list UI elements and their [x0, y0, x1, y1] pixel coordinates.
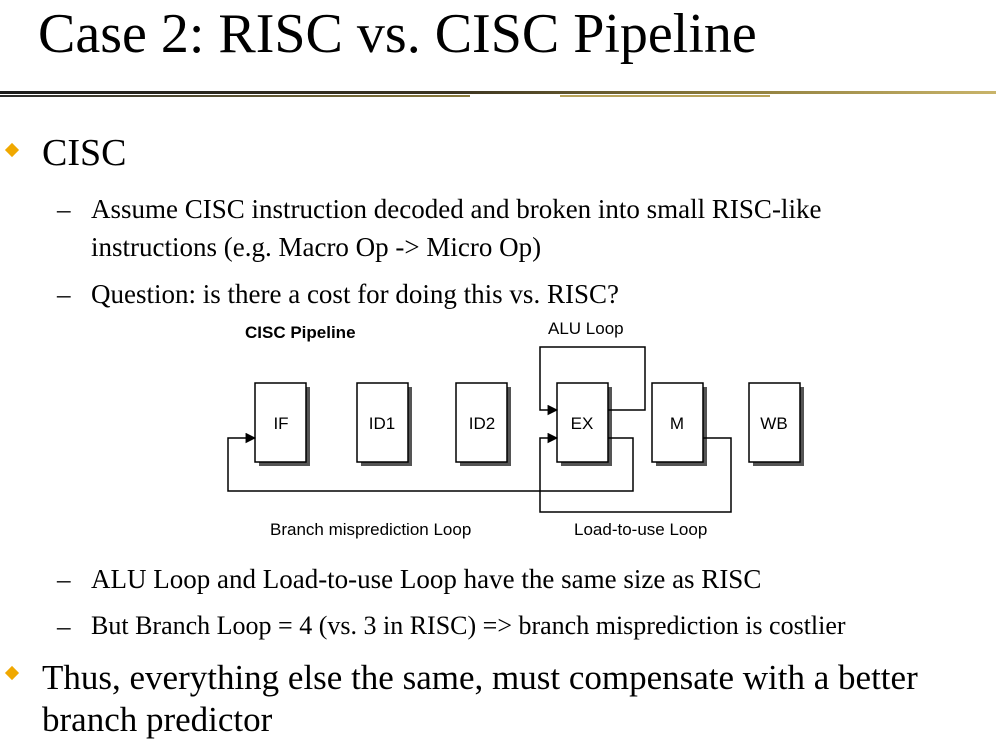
stage-label: EX [571, 414, 594, 433]
dash-marker: – [57, 194, 71, 224]
stage-if: IF [254, 382, 310, 466]
sub-bullet-line: instructions (e.g. Macro Op -> Micro Op) [91, 232, 542, 262]
stage-label: WB [760, 414, 787, 433]
sub-bullet-line: But Branch Loop = 4 (vs. 3 in RISC) => b… [91, 611, 846, 640]
alu-loop-label: ALU Loop [548, 319, 624, 338]
alu-loop-arrow [539, 346, 646, 416]
stage-label: M [670, 414, 684, 433]
title-rule-accent [0, 95, 470, 97]
conclusion-line: Thus, everything else the same, must com… [42, 658, 918, 697]
sub-bullet-line: Question: is there a cost for doing this… [91, 279, 619, 309]
stage-label: IF [273, 414, 288, 433]
branch-loop-arrow [227, 432, 634, 492]
load-loop-label: Load-to-use Loop [574, 520, 707, 539]
bullet-cisc: CISC [42, 132, 127, 174]
title-rule [0, 91, 996, 94]
load-loop-arrow [539, 432, 732, 513]
stage-id1: ID1 [356, 382, 412, 466]
stage-label: ID1 [369, 414, 395, 433]
conclusion-line: branch predictor [42, 700, 273, 739]
dash-marker: – [57, 611, 71, 641]
stage-label: ID2 [469, 414, 495, 433]
sub-bullet-line: ALU Loop and Load-to-use Loop have the s… [91, 564, 762, 594]
branch-loop-label: Branch misprediction Loop [270, 520, 471, 539]
dash-marker: – [57, 564, 71, 594]
slide-title: Case 2: RISC vs. CISC Pipeline [38, 3, 757, 65]
sub-bullet-line: Assume CISC instruction decoded and brok… [91, 194, 822, 224]
stage-id2: ID2 [455, 382, 511, 466]
title-rule-accent-right [560, 95, 770, 97]
dash-marker: – [57, 279, 71, 309]
stage-ex: EX [556, 382, 612, 466]
stage-m: M [651, 382, 707, 466]
stage-wb: WB [748, 382, 804, 466]
diagram-title: CISC Pipeline [245, 323, 356, 342]
